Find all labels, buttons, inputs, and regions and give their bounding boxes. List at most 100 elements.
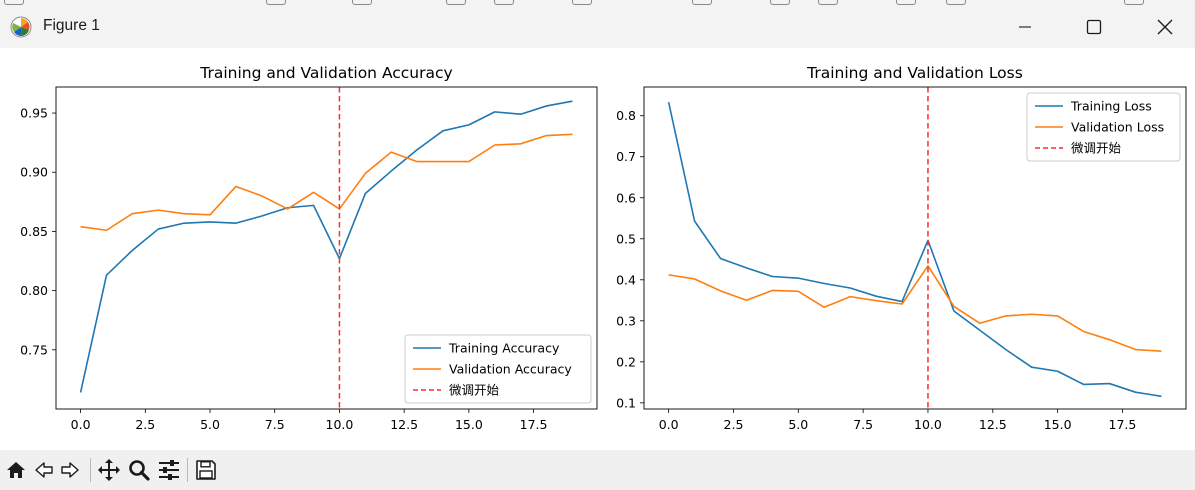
- data-point: [493, 143, 496, 146]
- data-point: [571, 100, 574, 103]
- data-point: [415, 160, 418, 163]
- legend: Training Loss Validation Loss 微调开始: [1026, 92, 1181, 162]
- legend-label: Validation Loss: [1071, 120, 1164, 135]
- x-tick-label: 5.0: [788, 417, 808, 432]
- pan-button[interactable]: [97, 458, 121, 482]
- data-point: [823, 282, 826, 285]
- data-point: [797, 290, 800, 293]
- data-point: [519, 142, 522, 145]
- home-button[interactable]: [4, 458, 28, 482]
- save-icon: [196, 460, 216, 480]
- data-point: [208, 220, 211, 223]
- data-point: [364, 192, 367, 195]
- axes-frame: [643, 86, 1187, 410]
- data-point: [312, 191, 315, 194]
- data-point: [441, 160, 444, 163]
- data-point: [467, 123, 470, 126]
- data-point: [693, 220, 696, 223]
- y-tick-label: 0.2: [616, 354, 636, 369]
- series-line-training: [79, 100, 573, 393]
- data-point: [208, 213, 211, 216]
- data-point: [771, 275, 774, 278]
- data-point: [667, 273, 670, 276]
- legend-label: 微调开始: [1071, 141, 1122, 156]
- back-button[interactable]: [32, 458, 56, 482]
- toolbar-separator: [187, 458, 188, 482]
- legend-box: [404, 334, 592, 404]
- minimize-icon: [1019, 26, 1031, 28]
- x-tick-label: 2.5: [724, 417, 744, 432]
- x-tick-label: 12.5: [390, 417, 418, 432]
- x-tick-label: 10.0: [326, 417, 354, 432]
- window-titlebar[interactable]: Figure 1: [0, 6, 1195, 48]
- data-point: [797, 277, 800, 280]
- partial-icon: [818, 0, 838, 5]
- data-point: [978, 329, 981, 332]
- back-icon: [35, 462, 53, 478]
- data-point: [745, 299, 748, 302]
- home-icon: [7, 462, 25, 478]
- data-point: [771, 289, 774, 292]
- x-tick-label: 15.0: [1044, 417, 1072, 432]
- save-button[interactable]: [194, 458, 218, 482]
- chart-title: Training and Validation Loss: [806, 64, 1023, 82]
- data-point: [415, 148, 418, 151]
- data-point: [1134, 391, 1137, 394]
- plot-area: [667, 87, 1163, 409]
- data-point: [1030, 313, 1033, 316]
- partial-icon: [946, 0, 966, 5]
- data-point: [745, 266, 748, 269]
- y-tick-label: 0.75: [20, 342, 48, 357]
- close-icon: [1157, 19, 1173, 35]
- data-point: [1134, 348, 1137, 351]
- series-line-training: [667, 102, 1162, 398]
- maximize-icon: [1086, 19, 1102, 35]
- subplot-1: Training and Validation Accuracy 0.0 2.5 5.…: [20, 64, 598, 432]
- data-point: [545, 104, 548, 107]
- legend-box: [1026, 92, 1181, 162]
- figure-canvas[interactable]: Training and Validation Accuracy 0.0 2.5 5.…: [0, 48, 1195, 450]
- data-point: [1082, 330, 1085, 333]
- y-tick-label: 0.85: [20, 224, 48, 239]
- data-point: [234, 222, 237, 225]
- partial-icon: [446, 0, 466, 5]
- partial-icon: [770, 0, 790, 5]
- legend-label: 微调开始: [449, 383, 500, 398]
- maximize-button[interactable]: [1060, 6, 1128, 48]
- x-tick-label: 12.5: [979, 417, 1007, 432]
- data-point: [952, 309, 955, 312]
- x-tick-label: 15.0: [455, 417, 483, 432]
- x-tick-label: 10.0: [914, 417, 942, 432]
- forward-button[interactable]: [58, 458, 82, 482]
- x-tick-label: 0.0: [659, 417, 679, 432]
- window-title: Figure 1: [43, 17, 100, 34]
- figure-svg: Training and Validation Accuracy 0.0 2.5 5.…: [20, 64, 1187, 432]
- data-point: [157, 209, 160, 212]
- data-point: [719, 257, 722, 260]
- close-button[interactable]: [1131, 6, 1195, 48]
- data-point: [390, 169, 393, 172]
- data-point: [157, 227, 160, 230]
- data-point: [312, 204, 315, 207]
- data-point: [390, 151, 393, 154]
- legend-label: Training Loss: [1070, 99, 1152, 114]
- x-tick-label: 5.0: [200, 417, 220, 432]
- data-point: [1004, 348, 1007, 351]
- data-point: [978, 322, 981, 325]
- x-tick-label: 0.0: [71, 417, 91, 432]
- data-point: [467, 160, 470, 163]
- data-point: [1056, 370, 1059, 373]
- zoom-button[interactable]: [127, 458, 151, 482]
- data-point: [364, 172, 367, 175]
- partial-icon: [352, 0, 372, 5]
- axes-frame: [55, 86, 598, 410]
- partial-icon: [692, 0, 712, 5]
- minimize-button[interactable]: [991, 6, 1059, 48]
- data-point: [1160, 350, 1163, 353]
- data-point: [545, 134, 548, 137]
- data-point: [1108, 382, 1111, 385]
- legend-label: Validation Accuracy: [449, 362, 572, 377]
- data-point: [823, 306, 826, 309]
- data-point: [286, 207, 289, 210]
- configure-subplots-button[interactable]: [157, 458, 181, 482]
